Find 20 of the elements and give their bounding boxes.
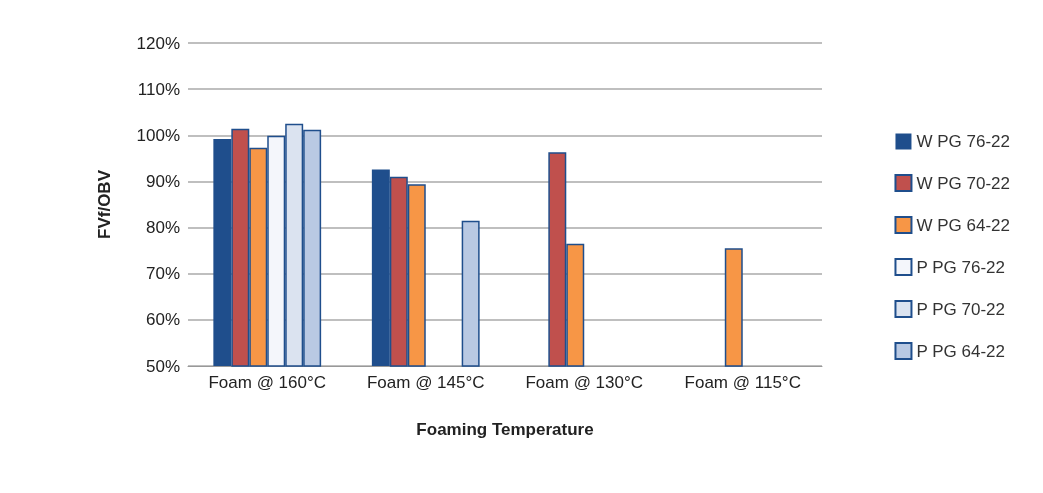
y-tick-label: 110% [137,79,180,99]
legend-label: W PG 70-22 [916,173,1011,193]
y-tick-label: 90% [145,171,180,191]
y-tick-label: 60% [145,310,180,330]
legend-label: P PG 76-22 [916,257,1005,277]
y-axis-title: FVf/OBV [95,169,114,239]
x-tick-label: Foam @ 130°C [525,373,644,392]
y-tick-label: 50% [145,356,180,376]
y-tick-label: 120% [136,33,180,53]
y-tick-label: 70% [145,264,180,284]
legend-label: P PG 64-22 [916,341,1005,361]
legend-label: W PG 76-22 [916,132,1011,151]
y-tick-label: 100% [136,125,180,145]
x-tick-label: Foam @ 145°C [366,373,485,392]
x-tick-label: Foam @ 160°C [208,373,327,392]
legend-label: P PG 70-22 [916,299,1005,319]
y-tick-label: 80% [145,218,180,238]
x-tick-label: Foam @ 115°C [684,373,801,392]
legend-label: W PG 64-22 [916,215,1011,235]
x-axis-title: Foaming Temperature [416,420,594,439]
